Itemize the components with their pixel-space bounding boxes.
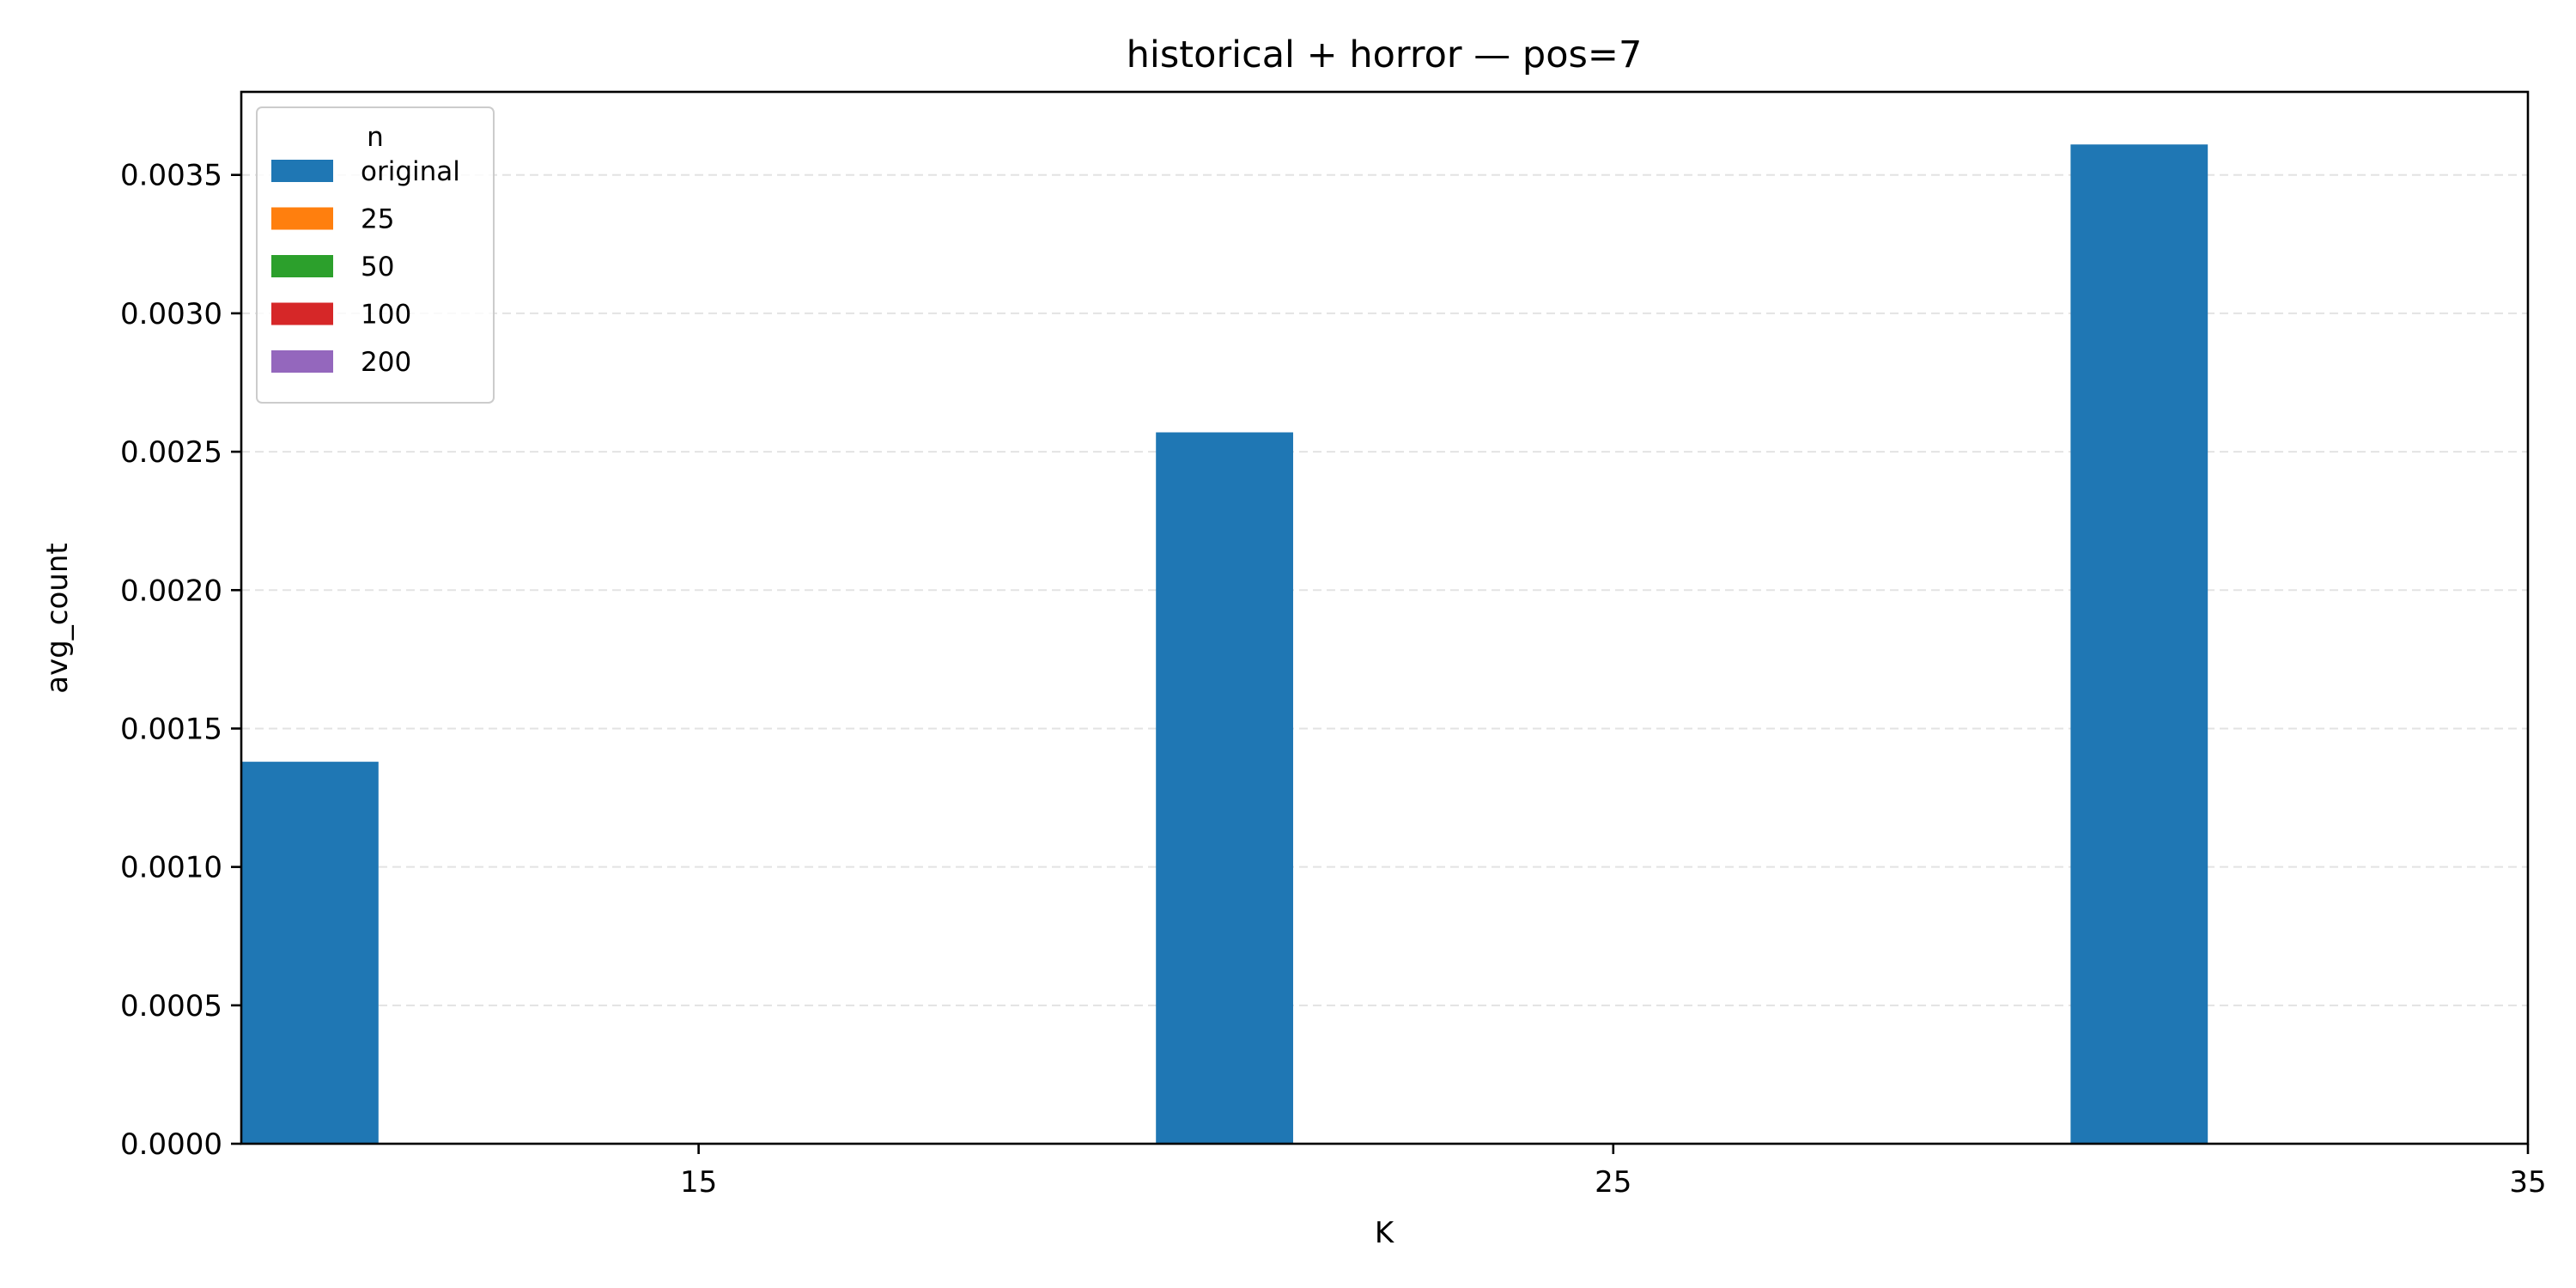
y-tick-label: 0.0020 — [120, 574, 222, 608]
legend-entries: original 25 50 100 200 — [271, 156, 460, 378]
gridlines — [241, 173, 2528, 1006]
legend-title: n — [367, 122, 384, 153]
bars — [241, 144, 2208, 1144]
x-axis-label: K — [1375, 1216, 1395, 1250]
legend-swatch — [271, 350, 333, 373]
y-tick-label: 0.0030 — [120, 297, 222, 331]
legend-label: 100 — [361, 300, 411, 331]
bar-original — [2070, 144, 2208, 1144]
legend-label: 25 — [361, 204, 394, 235]
legend-label: original — [361, 156, 460, 187]
legend-label: 200 — [361, 347, 411, 378]
legend: n original 25 50 100 200 — [256, 106, 495, 404]
y-tick-label: 0.0025 — [120, 435, 222, 470]
y-tick-label: 0.0015 — [120, 712, 222, 746]
y-axis: 0.0000 0.0005 0.0010 0.0015 0.0020 0.0025 0.00… — [120, 159, 241, 1162]
legend-swatch — [271, 302, 333, 325]
chart-title: historical + horror — pos=7 — [1127, 33, 1643, 76]
x-tick-label: 25 — [1595, 1165, 1631, 1200]
x-axis: 15 25 35 — [680, 1144, 2547, 1200]
x-tick-label: 35 — [2509, 1165, 2546, 1200]
plot-frame — [240, 90, 2530, 1145]
y-axis-label: avg_count — [40, 543, 75, 693]
bar-original — [1156, 432, 1293, 1144]
legend-label: 50 — [361, 252, 394, 283]
y-tick-label: 0.0035 — [120, 159, 222, 193]
legend-swatch — [271, 255, 333, 277]
x-tick-label: 15 — [680, 1165, 717, 1200]
y-tick-label: 0.0000 — [120, 1127, 222, 1162]
y-tick-label: 0.0010 — [120, 851, 222, 885]
bar-original — [241, 762, 379, 1144]
y-tick-label: 0.0005 — [120, 989, 222, 1024]
legend-swatch — [271, 207, 333, 230]
legend-swatch — [271, 160, 333, 182]
